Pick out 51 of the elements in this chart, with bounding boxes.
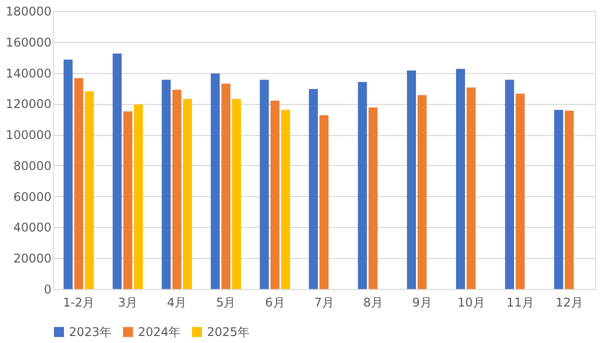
x-tick-label: 11月 [506,296,534,310]
y-tick-label: 160000 [6,35,52,50]
bar [162,80,171,289]
bar [232,99,242,289]
bar [221,84,230,289]
x-tick-label: 12月 [556,296,583,310]
bar [64,60,73,289]
bar [74,78,84,289]
bar [456,68,466,289]
x-tick-label: 3月 [118,296,138,310]
bar [134,104,143,289]
bar [406,70,416,289]
x-tick-label: 10月 [458,296,485,310]
bar [418,95,427,289]
bar [308,88,318,289]
bar [172,90,182,289]
bar [505,80,514,289]
y-tick-label: 60000 [13,190,52,204]
y-tick-label: 20000 [13,252,52,266]
x-tick-label: 6月 [265,296,285,310]
bar [320,115,328,289]
y-tick-label: 180000 [6,4,52,18]
bar [281,110,290,289]
bar [368,108,378,289]
y-tick-label: 100000 [6,128,52,142]
bar [358,82,367,289]
x-tick-label: 8月 [363,296,383,310]
y-tick-label: 140000 [6,66,52,80]
legend-label: 2025年 [207,325,250,339]
bar [260,80,269,289]
bar [564,110,574,289]
bar [112,53,122,289]
x-tick-label: 1-2月 [62,296,95,310]
bar [123,111,132,289]
bar [554,110,564,289]
legend-label: 2023年 [69,325,112,339]
bar [84,91,94,289]
bar [270,100,280,289]
x-tick-label: 9月 [412,296,432,310]
bar [210,74,220,289]
y-tick-label: 120000 [6,97,52,112]
y-tick-label: 80000 [13,158,52,173]
bar [182,99,192,289]
x-tick-label: 5月 [216,296,236,310]
bar [466,87,476,289]
bar [516,94,525,289]
x-tick-label: 4月 [167,296,187,310]
legend-label: 2024年 [138,325,181,339]
y-tick-label: 40000 [13,220,52,235]
y-tick-label: 0 [44,282,52,296]
x-tick-label: 7月 [314,296,334,310]
